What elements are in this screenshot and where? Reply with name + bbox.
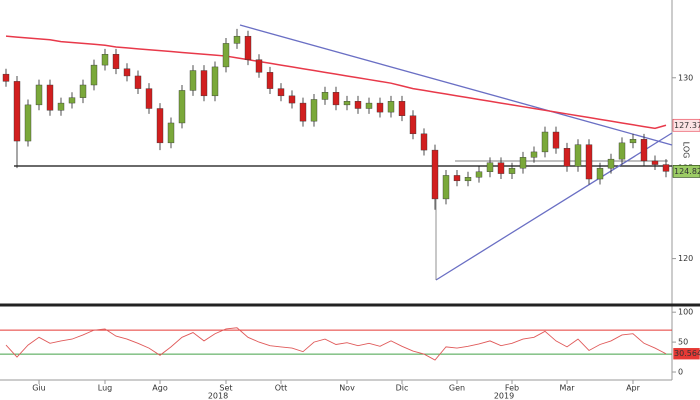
candle-body xyxy=(266,72,274,89)
candle-body xyxy=(497,162,505,174)
y-tick-label: 130 xyxy=(678,73,693,82)
candle-body xyxy=(332,92,340,106)
candle-body xyxy=(68,97,76,104)
x-tick-label: Nov xyxy=(339,384,355,393)
candle-body xyxy=(398,101,406,116)
candle-body xyxy=(321,92,329,100)
candle-body xyxy=(563,148,571,167)
candle-body xyxy=(662,164,670,172)
candle-body xyxy=(90,64,98,86)
candle-body xyxy=(255,59,263,73)
x-tick-label: Ago xyxy=(152,384,168,393)
candle-body xyxy=(35,84,43,106)
x-tick-label: Feb xyxy=(505,384,519,393)
x-tick-label: Apr xyxy=(626,384,641,393)
candle-body xyxy=(79,84,87,98)
candle-body xyxy=(13,81,21,142)
candle-body xyxy=(211,66,219,97)
x-tick-label: Gen xyxy=(449,384,465,393)
candle-body xyxy=(189,70,197,91)
candle-body xyxy=(57,102,65,111)
candle-body xyxy=(464,177,472,182)
candle-body xyxy=(596,167,604,180)
candle-body xyxy=(376,102,384,113)
y-tick-label: 0 xyxy=(678,368,683,377)
candle-body xyxy=(277,88,285,97)
trend-line xyxy=(435,132,673,281)
candle-body xyxy=(420,133,428,151)
y-tick-label: 100 xyxy=(678,308,693,317)
x-tick-label: Lug xyxy=(98,384,112,393)
candle-body xyxy=(486,162,494,172)
x-tick-label: Set xyxy=(219,384,232,393)
candle-body xyxy=(101,54,109,66)
candle-body xyxy=(607,158,615,169)
candle-body xyxy=(519,157,527,169)
candle-body xyxy=(574,144,582,167)
price-tag-label: 124.8232 xyxy=(674,167,700,176)
price-tag xyxy=(672,165,700,178)
price-tag-label: 127.3734 xyxy=(674,121,700,130)
candle-body xyxy=(24,104,32,142)
candle-body xyxy=(178,90,186,124)
candle-body xyxy=(233,35,241,44)
candle-body xyxy=(244,35,252,60)
candle-body xyxy=(541,131,549,153)
moving-average xyxy=(5,35,667,130)
candle-body xyxy=(618,142,626,160)
candle-body xyxy=(167,122,175,144)
candle-body xyxy=(299,102,307,122)
candle-body xyxy=(508,167,516,174)
candle-body xyxy=(475,171,483,178)
x-tick-label: Ott xyxy=(275,384,288,393)
candle-body xyxy=(629,139,637,144)
candle-body xyxy=(387,101,395,113)
candle-body xyxy=(123,68,131,77)
candle-body xyxy=(222,43,230,68)
candle-body xyxy=(156,108,164,144)
candle-body xyxy=(365,102,373,109)
year-label: 2019 xyxy=(494,392,514,400)
candle-body xyxy=(343,101,351,106)
y-tick-label: 50 xyxy=(678,338,688,347)
candle-body xyxy=(200,70,208,97)
candle-body xyxy=(453,175,461,182)
x-tick-label: Dic xyxy=(396,384,409,393)
candle-body xyxy=(640,139,648,162)
candle-body xyxy=(2,73,10,82)
rsi-line xyxy=(5,327,667,361)
price-tag xyxy=(672,347,700,361)
price-tag-label: 30.5644 xyxy=(674,349,700,358)
candle-body xyxy=(431,149,439,200)
candle-body xyxy=(46,84,54,111)
scale-label: LOG xyxy=(682,142,691,159)
candle-body xyxy=(134,75,142,89)
y-tick-label: 120 xyxy=(678,254,693,263)
x-tick-label: Giu xyxy=(32,384,46,393)
candle-body xyxy=(112,54,120,69)
candle-body xyxy=(585,144,593,180)
candle-body xyxy=(442,175,450,200)
x-tick-label: Mar xyxy=(559,384,575,393)
candle-body xyxy=(651,160,659,165)
candle-body xyxy=(530,151,538,158)
candle-body xyxy=(354,101,362,109)
candle-body xyxy=(552,131,560,149)
price-tag xyxy=(672,118,700,132)
candle-body xyxy=(145,88,153,109)
candle-body xyxy=(409,115,417,135)
candle-body xyxy=(288,95,296,104)
trend-line xyxy=(239,24,673,146)
candle-body xyxy=(310,99,318,122)
year-label: 2018 xyxy=(208,392,228,400)
